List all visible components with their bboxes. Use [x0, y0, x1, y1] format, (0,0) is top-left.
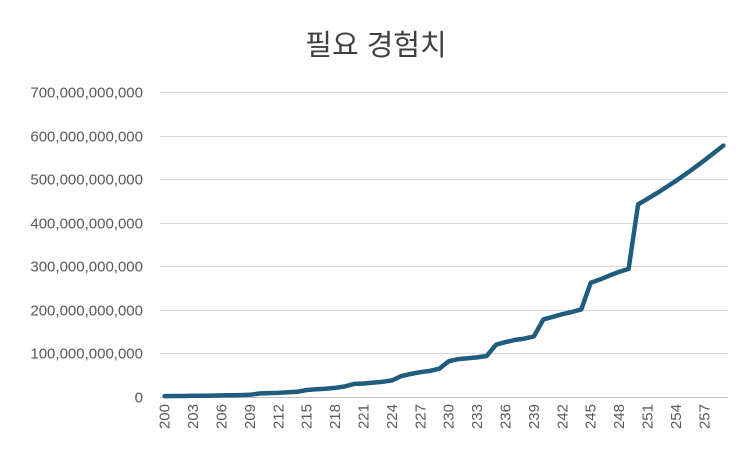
x-tick-label: 206 — [214, 404, 231, 429]
x-tick-label: 239 — [526, 404, 543, 429]
y-tick-label: 700,000,000,000 — [30, 85, 143, 102]
chart-title: 필요 경험치 — [305, 30, 446, 62]
x-tick-label: 227 — [412, 404, 429, 429]
y-tick-label: 400,000,000,000 — [30, 216, 143, 233]
y-tick-label: 200,000,000,000 — [30, 303, 143, 320]
x-tick-label: 251 — [640, 404, 657, 429]
x-tick-label: 215 — [299, 404, 316, 429]
y-axis-tick-labels: 0 100,000,000,000 200,000,000,000 300,000,0… — [30, 85, 143, 407]
x-tick-label: 245 — [583, 404, 600, 429]
series-layer — [162, 143, 726, 399]
x-tick-label: 203 — [185, 404, 202, 429]
x-tick-label: 221 — [356, 404, 373, 429]
y-tick-label: 500,000,000,000 — [30, 172, 143, 189]
x-axis-tick-labels: 200 203 206 209 212 215 218 221 224 227 230 233 236 2… — [157, 404, 714, 429]
x-tick-label: 224 — [384, 404, 401, 429]
x-tick-label: 242 — [554, 404, 571, 429]
x-tick-label: 233 — [469, 404, 486, 429]
x-tick-label: 236 — [498, 404, 515, 429]
x-tick-label: 218 — [327, 404, 344, 429]
gridlines — [160, 92, 728, 354]
x-tick-label: 254 — [668, 404, 685, 429]
y-tick-label: 100,000,000,000 — [30, 346, 143, 363]
y-tick-label: 300,000,000,000 — [30, 259, 143, 276]
x-tick-label: 212 — [270, 404, 287, 429]
x-tick-label: 209 — [242, 404, 259, 429]
x-tick-label: 230 — [441, 404, 458, 429]
y-tick-label: 0 — [135, 390, 143, 407]
y-tick-label: 600,000,000,000 — [30, 129, 143, 146]
x-tick-label: 200 — [157, 404, 174, 429]
x-tick-label: 248 — [611, 404, 628, 429]
series-line — [162, 143, 726, 399]
x-tick-label: 257 — [696, 404, 713, 429]
